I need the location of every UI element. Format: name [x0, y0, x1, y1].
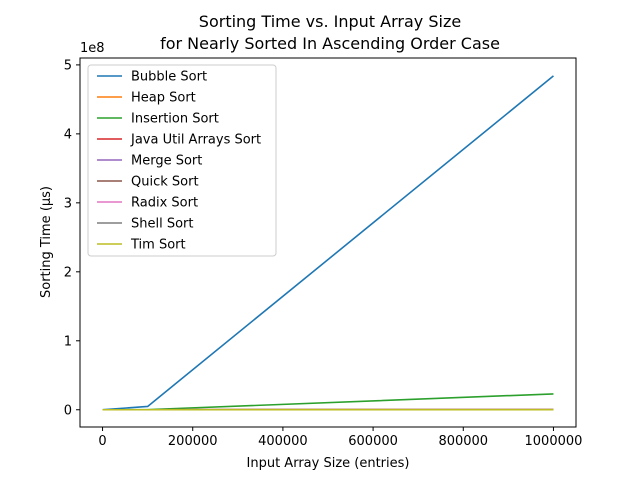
y-tick-label: 1 [64, 334, 72, 349]
y-tick-label: 3 [64, 196, 72, 211]
y-axis: 0 1 2 3 4 5 [64, 58, 80, 418]
legend-label-5: Quick Sort [131, 175, 199, 190]
plot-frame [79, 57, 577, 428]
x-tick-label: 600000 [348, 434, 398, 449]
series-line-2 [101, 393, 554, 411]
x-tick-label: 800000 [438, 434, 488, 449]
plot-lines [101, 75, 554, 411]
legend-label-7: Shell Sort [131, 217, 194, 232]
legend-label-3: Java Util Arrays Sort [130, 133, 261, 148]
legend-label-8: Tim Sort [130, 238, 186, 253]
y-tick-label: 4 [64, 127, 72, 142]
x-tick-label: 1000000 [525, 434, 583, 449]
legend-label-4: Merge Sort [131, 154, 202, 169]
legend: Bubble Sort Heap Sort Insertion Sort Java U… [87, 64, 277, 257]
x-axis: 0 200000 400000 600000 800000 1000000 [98, 427, 582, 449]
chart-subtitle: for Nearly Sorted In Ascending Order Cas… [160, 34, 500, 53]
y-offset-label: 1e8 [80, 41, 105, 56]
x-tick-label: 0 [98, 434, 106, 449]
y-tick-label: 5 [64, 58, 72, 73]
legend-label-1: Heap Sort [131, 91, 196, 106]
y-tick-label: 2 [64, 265, 72, 280]
y-axis-label: Sorting Time (µs) [39, 186, 54, 298]
y-tick-label: 0 [64, 403, 72, 418]
x-tick-label: 400000 [258, 434, 308, 449]
legend-box [87, 64, 277, 257]
legend-label-0: Bubble Sort [131, 70, 207, 85]
legend-label-2: Insertion Sort [131, 112, 219, 127]
x-axis-label: Input Array Size (entries) [247, 456, 410, 471]
x-tick-label: 200000 [168, 434, 218, 449]
legend-label-6: Radix Sort [131, 196, 198, 211]
chart-title: Sorting Time vs. Input Array Size [199, 12, 461, 31]
